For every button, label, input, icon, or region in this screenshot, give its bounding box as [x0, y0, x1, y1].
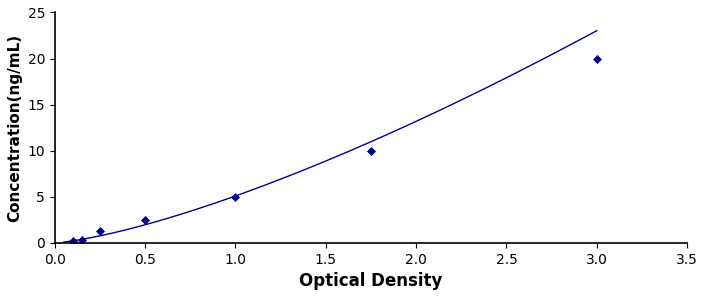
- X-axis label: Optical Density: Optical Density: [300, 272, 443, 290]
- Y-axis label: Concentration(ng/mL): Concentration(ng/mL): [7, 34, 22, 222]
